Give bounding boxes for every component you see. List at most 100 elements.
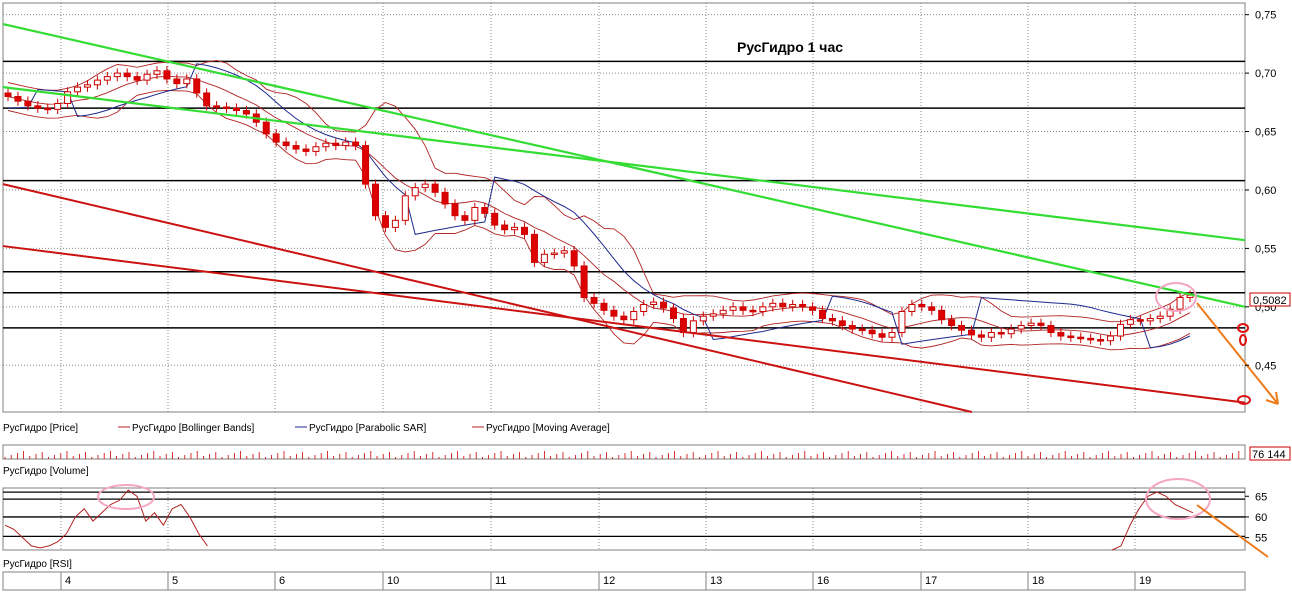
candle — [123, 72, 131, 78]
x-tick-label: 6 — [279, 575, 285, 587]
candle — [381, 215, 389, 228]
candle — [461, 215, 469, 221]
candle — [1126, 319, 1134, 325]
target-marker — [1237, 395, 1251, 405]
candle — [1017, 325, 1025, 330]
green-trendline — [2, 86, 1246, 242]
candle — [779, 302, 787, 308]
candle — [848, 325, 856, 330]
candle — [1057, 332, 1065, 337]
candle — [1107, 335, 1115, 342]
rsi-tick-label: 65 — [1255, 491, 1267, 503]
candle — [1047, 325, 1055, 334]
candle — [739, 306, 747, 311]
candle — [4, 92, 12, 97]
bollinger-upper — [7, 60, 1191, 323]
candle — [44, 107, 52, 111]
y-tick-label: 0,45 — [1255, 360, 1276, 372]
candle — [868, 329, 876, 335]
candle — [203, 92, 211, 107]
candle — [918, 303, 926, 308]
candle — [83, 84, 91, 88]
x-tick-label: 16 — [817, 575, 829, 587]
candle — [967, 329, 975, 336]
legend: РусГидро [Price] РусГидро [Bollinger Ban… — [3, 423, 610, 434]
candle — [660, 301, 668, 309]
trendlines — [2, 22, 1246, 413]
candle — [719, 309, 727, 315]
candle — [481, 207, 489, 214]
candle — [898, 311, 906, 334]
candle — [669, 307, 677, 320]
x-tick-label: 18 — [1032, 575, 1044, 587]
moving-average — [7, 75, 1191, 337]
candle — [312, 146, 320, 152]
candle — [938, 309, 946, 321]
candle — [838, 320, 846, 327]
candle — [1146, 318, 1154, 322]
candle — [928, 306, 936, 311]
rsi-y-axis: 65 60 55 — [1245, 491, 1267, 545]
candle — [729, 306, 737, 311]
rsi-annotations — [97, 478, 1269, 558]
candle — [699, 315, 707, 322]
green-trendline — [2, 22, 1246, 308]
candle — [491, 212, 499, 226]
candle — [262, 121, 270, 135]
candle — [242, 110, 250, 115]
candle — [441, 191, 449, 205]
highlight-ellipse — [1155, 282, 1197, 312]
y-tick-label: 0,70 — [1255, 68, 1276, 80]
rsi-highlight-ellipse — [1145, 478, 1211, 520]
volume-panel — [2, 444, 1246, 460]
candle — [560, 250, 568, 254]
candle — [332, 142, 340, 147]
y-tick-label: 0,55 — [1255, 243, 1276, 255]
candle — [511, 226, 519, 231]
candle — [401, 195, 409, 221]
candle — [1087, 337, 1095, 341]
candle — [640, 303, 648, 313]
candle — [34, 105, 42, 109]
candle — [431, 183, 439, 193]
candle — [958, 325, 966, 331]
legend-item-ma: РусГидро [Moving Average] — [486, 423, 610, 434]
candle — [1027, 322, 1035, 327]
candle — [1007, 328, 1015, 335]
x-tick-label: 11 — [495, 575, 506, 587]
candle — [153, 70, 161, 75]
candle — [232, 107, 240, 112]
candle — [888, 332, 896, 338]
candle — [322, 142, 330, 148]
candle — [133, 76, 141, 81]
legend-item-price: РусГидро [Price] — [3, 423, 78, 434]
x-axis-labels: 4 5 6 10 11 12 13 16 17 18 19 — [60, 572, 1151, 590]
rsi-label: РусГидро [RSI] — [3, 559, 72, 570]
candle — [709, 313, 717, 317]
candle — [1067, 335, 1075, 339]
candle — [213, 105, 221, 108]
candle — [501, 224, 509, 231]
candle — [610, 309, 618, 317]
x-tick-label: 10 — [387, 575, 399, 587]
candle — [223, 106, 231, 110]
candle — [540, 253, 548, 263]
candle — [193, 78, 201, 94]
rsi-tick-label: 55 — [1255, 533, 1267, 545]
candle — [818, 309, 826, 320]
candle — [799, 303, 807, 308]
candle — [302, 148, 310, 152]
price-y-axis: 0,750,700,650,600,550,500,45 — [1245, 10, 1276, 372]
candle — [173, 78, 181, 85]
candle — [759, 306, 767, 313]
candle — [54, 102, 62, 110]
volume-last-box: 76 144 — [1249, 446, 1291, 461]
candle — [1077, 336, 1085, 340]
candle — [24, 100, 32, 107]
candle — [74, 86, 82, 93]
candle — [163, 70, 171, 80]
candle — [143, 73, 151, 81]
candle — [650, 301, 658, 305]
svg-text:0,5082: 0,5082 — [1253, 295, 1287, 307]
